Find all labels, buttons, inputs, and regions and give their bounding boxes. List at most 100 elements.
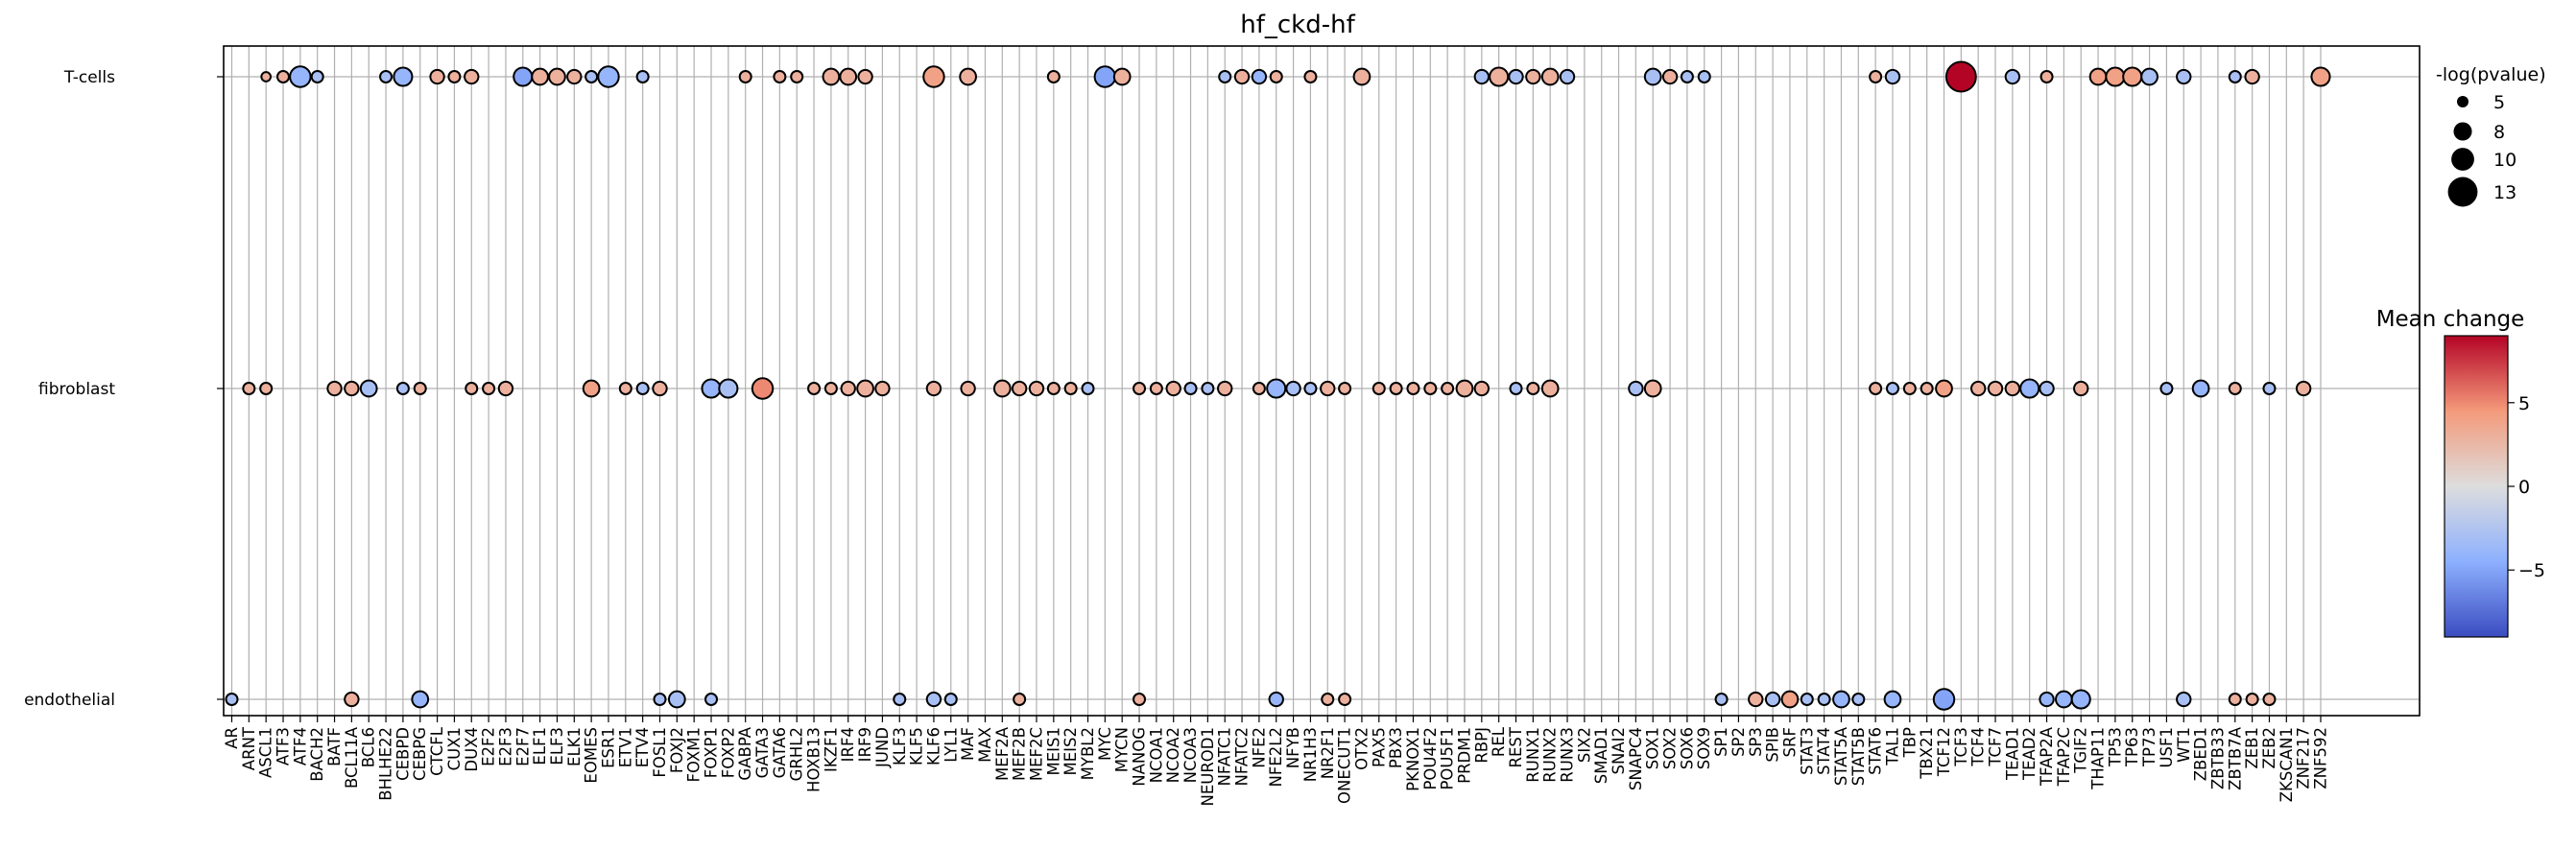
dot [413,382,427,395]
dot [618,382,632,395]
column-label: CEBPD [394,727,412,781]
dot [548,67,566,86]
column-label: TP63 [2123,727,2141,767]
column-label: TEAD2 [2020,727,2039,781]
dot [582,379,601,398]
dot [429,68,445,85]
dot [1540,67,1560,86]
column-label: GRHL2 [788,727,806,781]
column-label: BCL6 [360,727,378,767]
dot [738,70,752,83]
column-label: SOX9 [1695,727,1713,769]
column-label: TEAD1 [2003,727,2021,781]
column-label: NFE2 [1250,727,1268,768]
grid-lines [217,46,2420,722]
column-label: GATA6 [771,727,789,778]
column-label: TBP [1900,727,1919,758]
dot [1851,693,1866,706]
dot [289,65,312,88]
dot [1935,379,1953,398]
column-label: DUX4 [463,727,481,772]
dot [874,380,891,397]
column-label: EOMES [583,727,601,784]
column-label: ELF1 [531,727,549,766]
column-label: REST [1507,726,1525,767]
dot [992,379,1012,398]
column-label: NCOA2 [1164,727,1182,783]
dot [635,70,650,83]
colorbar-tick-label: −5 [2518,560,2545,581]
dot [482,382,496,395]
dot [1697,70,1711,83]
column-label: STAT5A [1832,726,1850,786]
column-label: HOXB13 [805,727,823,792]
dot [1389,382,1403,395]
column-label: JUND [873,727,892,768]
row-label: endothelial [24,691,115,710]
column-label: USF1 [2158,727,2176,768]
dot [2244,68,2260,85]
dot [751,377,775,400]
dot [960,380,976,397]
dot [2176,691,2192,708]
dot [411,690,430,709]
dot [242,382,256,395]
dot [635,382,650,395]
dot [1252,382,1266,395]
dot [1046,382,1061,395]
dot [2228,382,2242,395]
size-legend-title: -log(pvalue) [2436,64,2546,85]
column-label: ATF3 [274,727,293,766]
column-label: ZBTB33 [2208,727,2227,789]
column-label: ONECUT1 [1336,727,1354,804]
column-label: FOXP1 [703,727,721,778]
dot [1441,382,1455,395]
size-legend-dot [2457,96,2469,107]
dot [840,380,856,397]
column-label: NFATC2 [1233,727,1252,786]
color-legend-title: Mean change [2376,307,2525,332]
column-label: ETV4 [633,727,652,767]
dot [893,693,907,706]
size-legend-label: 8 [2493,122,2505,143]
column-label: FOSL1 [651,727,669,778]
dot [2039,70,2054,83]
column-label: ZEB2 [2260,727,2278,769]
dot [1800,693,1814,706]
column-label: ZEB1 [2243,727,2261,769]
dot [1165,380,1181,397]
column-labels: ARARNTASCL1ATF3ATF4BACH2BATFBCL11ABCL6BH… [223,726,2329,806]
dot [1987,380,2004,397]
dot [464,68,480,85]
size-legend-label: 5 [2493,92,2505,113]
dot [1832,690,1850,709]
column-label: BHLHE22 [377,727,395,801]
dot [1268,691,1284,708]
colorbar-tick-label: 5 [2518,393,2530,414]
dot [393,66,414,87]
dot [773,70,787,83]
column-label: NFATC1 [1216,727,1234,786]
column-label: WT1 [2175,727,2193,763]
dot [1218,70,1232,83]
column-label: BATF [325,727,344,766]
column-label: ZBED1 [2192,727,2210,781]
dot [1780,690,1800,709]
dot [1540,379,1560,398]
dot [2122,66,2143,87]
column-label: ASCL1 [257,727,275,778]
dot [531,67,549,86]
column-label: ELF3 [548,727,566,766]
dot [1371,382,1386,395]
dot [1764,691,1781,708]
column-label: SP1 [1712,727,1730,757]
column-label: MYBL2 [1079,727,1097,780]
dot [807,382,822,395]
dot [2073,380,2089,397]
column-label: RUNX1 [1524,727,1542,783]
dot [839,67,858,86]
dot [2228,70,2242,83]
dot [1183,382,1198,395]
dot [943,693,958,706]
column-label: ZKSCAN1 [2278,727,2296,802]
